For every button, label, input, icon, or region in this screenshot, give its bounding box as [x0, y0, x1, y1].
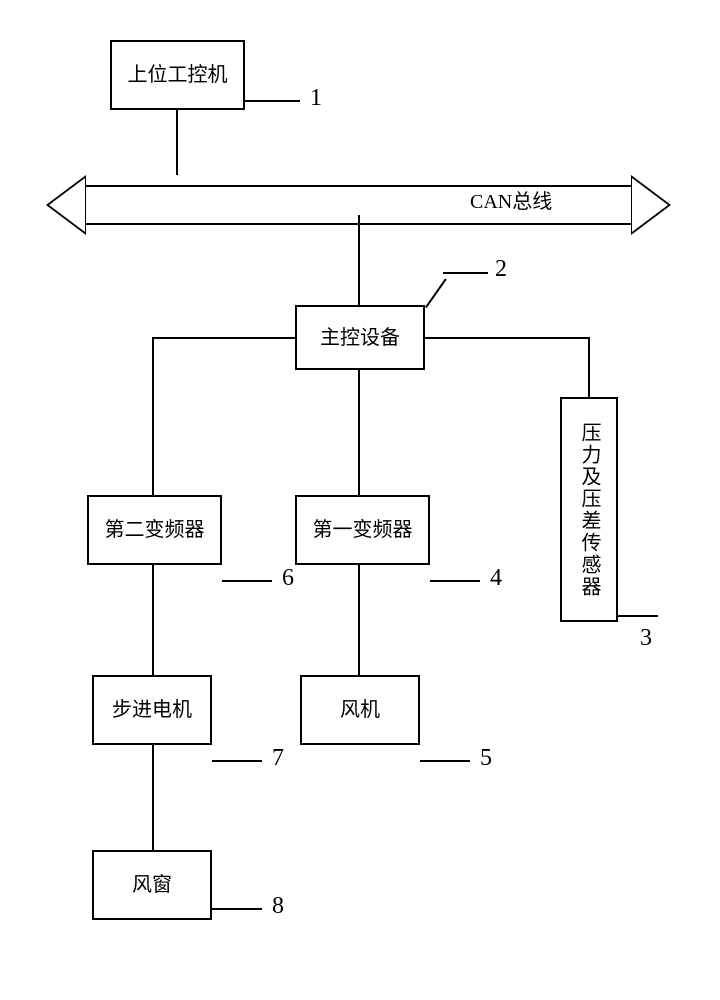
edge-n2-right-h [425, 337, 590, 339]
edge-n4-n5 [358, 565, 360, 675]
node-inverter-2: 第二变频器 [87, 495, 222, 565]
bus-label: CAN总线 [470, 185, 552, 214]
node-main-controller: 主控设备 [295, 305, 425, 370]
callout-line-5 [420, 760, 470, 762]
node-pressure-sensor-label: 压力及压差传感器 [577, 422, 601, 598]
node-inverter-1: 第一变频器 [295, 495, 430, 565]
edge-bus-n2 [358, 215, 360, 305]
edge-n2-n6-v [152, 337, 154, 495]
node-stepper-motor: 步进电机 [92, 675, 212, 745]
num-label-7: 7 [272, 745, 284, 772]
num-label-8: 8 [272, 893, 284, 920]
num-label-2: 2 [495, 256, 507, 283]
num-label-4: 4 [490, 565, 502, 592]
node-pressure-sensor: 压力及压差传感器 [560, 397, 618, 622]
node-wind-window: 风窗 [92, 850, 212, 920]
node-stepper-motor-label: 步进电机 [112, 698, 192, 722]
callout-slash-2 [425, 278, 447, 308]
callout-line-3 [618, 615, 658, 617]
num-label-5: 5 [480, 745, 492, 772]
edge-n2-n3-v [588, 337, 590, 397]
num-label-1: 1 [310, 85, 322, 112]
num-label-3: 3 [640, 625, 652, 652]
num-label-6: 6 [282, 565, 294, 592]
bus-arrow-right [631, 175, 671, 235]
node-fan: 风机 [300, 675, 420, 745]
node-inverter-1-label: 第一变频器 [313, 518, 413, 542]
callout-line-8 [212, 908, 262, 910]
edge-n2-n4-v [358, 370, 360, 495]
edge-n7-n8 [152, 745, 154, 850]
edge-n6-n7 [152, 565, 154, 675]
callout-line-2 [443, 272, 488, 274]
node-inverter-2-label: 第二变频器 [105, 518, 205, 542]
callout-line-4 [430, 580, 480, 582]
callout-line-1 [245, 100, 300, 102]
bus-arrow-left [46, 175, 86, 235]
node-host-pc-label: 上位工控机 [128, 63, 228, 87]
node-wind-window-label: 风窗 [132, 873, 172, 897]
node-host-pc: 上位工控机 [110, 40, 245, 110]
node-fan-label: 风机 [340, 698, 380, 722]
node-main-controller-label: 主控设备 [320, 326, 400, 350]
edge-n1-bus [176, 110, 178, 175]
callout-line-7 [212, 760, 262, 762]
edge-n2-left-h [152, 337, 295, 339]
callout-line-6 [222, 580, 272, 582]
